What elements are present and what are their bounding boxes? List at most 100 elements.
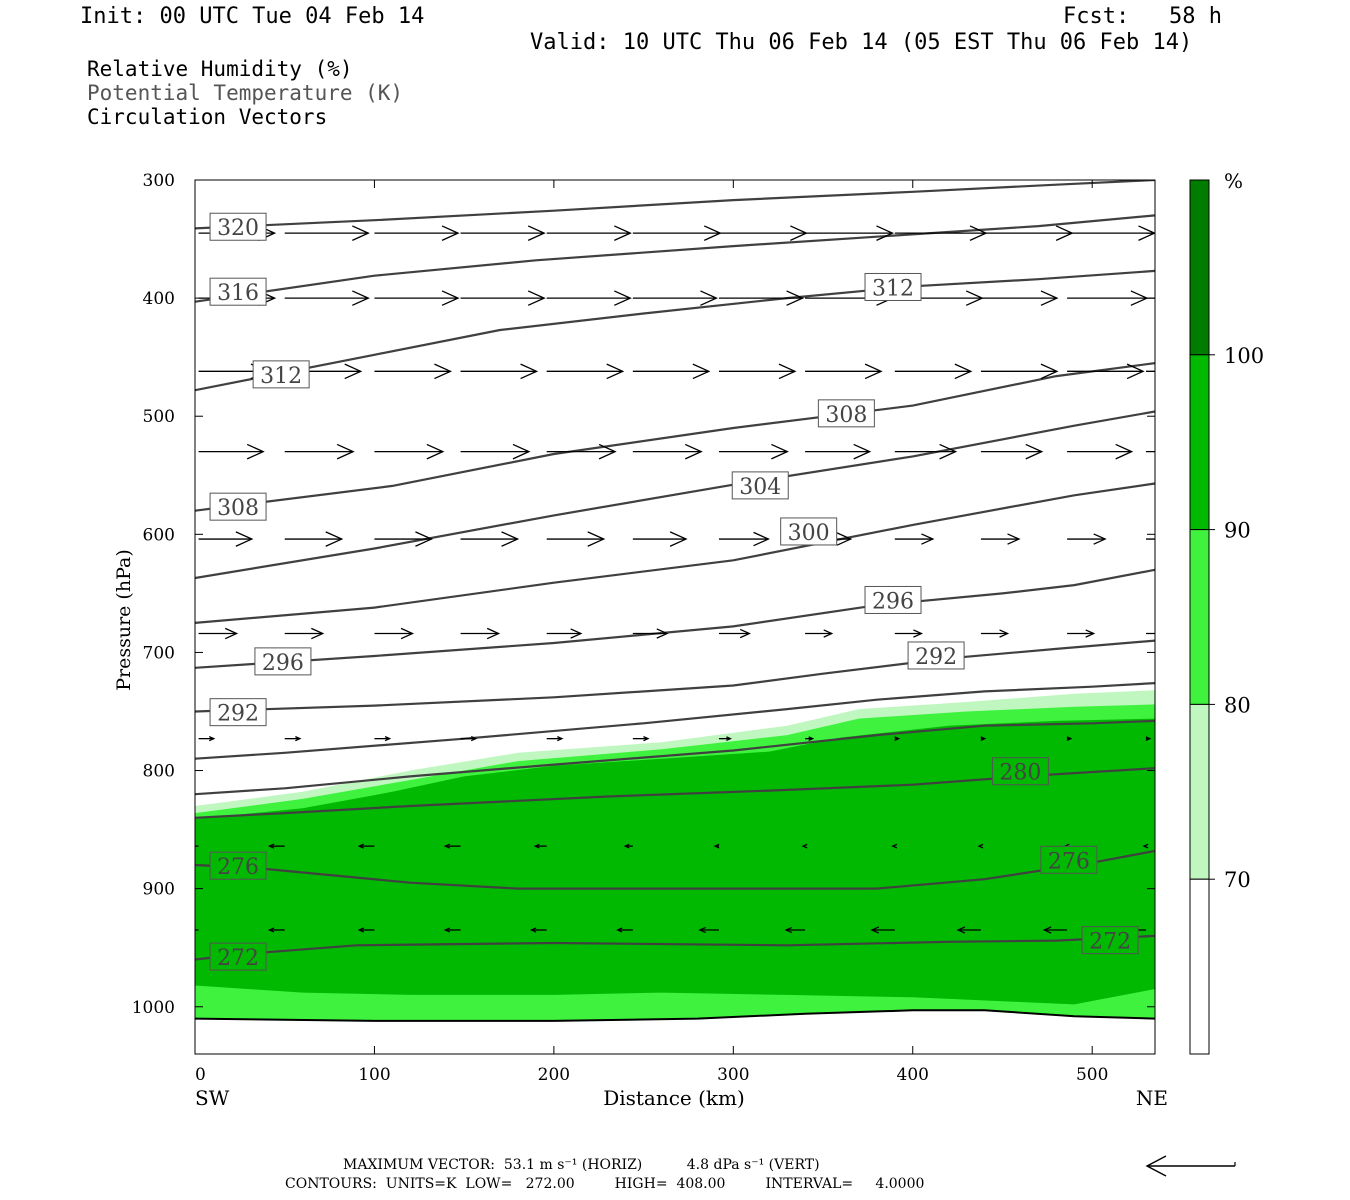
wind-vector-head — [598, 443, 617, 460]
wind-vector — [460, 443, 531, 460]
wind-vector-head — [520, 363, 539, 380]
wind-vector — [198, 627, 239, 640]
reference-vector-head — [1145, 1155, 1167, 1177]
contour-label-text: 280 — [999, 761, 1041, 786]
wind-vector-head — [1040, 290, 1059, 306]
wind-vector-head — [441, 225, 460, 241]
theta-contour-316 — [195, 214, 1155, 303]
wind-vector — [784, 926, 806, 934]
colorbar-segment — [1189, 878, 1210, 1055]
x-tick-label: 100 — [358, 1065, 390, 1085]
wind-vector — [632, 628, 669, 639]
wind-vector — [198, 531, 254, 547]
wind-vector — [1067, 225, 1155, 241]
wind-vector-head — [870, 926, 880, 934]
wind-vector — [546, 531, 606, 547]
wind-vector — [374, 363, 453, 380]
colorbar-segment — [1189, 179, 1210, 356]
contour-label-text: 276 — [1048, 849, 1090, 874]
contour-label: 308 — [817, 399, 875, 428]
footer-contours: CONTOURS: UNITS=K LOW= 272.00 HIGH= 408.… — [285, 1176, 925, 1192]
wind-vector — [1146, 538, 1155, 540]
wind-vector-head — [470, 736, 478, 742]
wind-vector-head — [801, 843, 808, 849]
wind-vector — [718, 225, 808, 241]
wind-vector-head — [616, 927, 623, 933]
wind-vector — [1067, 533, 1107, 545]
contour-label-box — [864, 272, 922, 301]
wind-vector-head — [295, 736, 302, 742]
wind-vector-head — [267, 843, 275, 849]
wind-vector-head — [434, 363, 453, 380]
wind-vector-head — [753, 531, 770, 547]
wind-vector-head — [183, 844, 188, 848]
theta-contour-284 — [195, 719, 1155, 796]
contour-label-box — [254, 647, 312, 676]
contour-label-text: 300 — [788, 521, 830, 546]
wind-vector — [980, 363, 1059, 380]
wind-vector — [529, 927, 547, 933]
wind-vector-head — [570, 628, 583, 639]
wind-vector-head — [913, 629, 923, 638]
wind-vector-head — [527, 290, 546, 306]
x-tick-label: 500 — [1076, 1065, 1108, 1085]
contour-label-box — [780, 517, 838, 546]
y-tick-label: 500 — [143, 407, 175, 427]
contour-label-text: 308 — [217, 496, 259, 521]
theta-contour-312 — [195, 269, 1155, 392]
wind-vector-head — [344, 363, 363, 380]
wind-vector — [374, 736, 392, 742]
contour-label: 292 — [209, 698, 267, 727]
wind-vector — [1067, 363, 1145, 380]
contour-label-box — [991, 757, 1049, 786]
wind-vector — [533, 843, 547, 849]
wind-vector — [546, 225, 632, 241]
wind-vector — [267, 927, 285, 933]
theta-contour-292 — [195, 639, 1155, 713]
y-tick-label: 1000 — [132, 998, 175, 1018]
contour-label-box — [209, 698, 267, 727]
wind-vector-head — [501, 531, 520, 547]
wind-vector — [267, 843, 285, 849]
wind-vector — [1067, 290, 1149, 306]
y-tick-label: 900 — [143, 880, 175, 900]
wind-vector-head — [784, 926, 793, 934]
wind-vector — [718, 531, 770, 547]
wind-vector — [1067, 629, 1096, 638]
wind-vector-head — [533, 843, 540, 849]
wind-vector — [460, 225, 546, 241]
contour-label: 292 — [907, 641, 965, 670]
wind-vector — [374, 443, 445, 460]
wind-vector-head — [921, 533, 935, 545]
contour-label: 296 — [254, 647, 312, 676]
wind-vector-head — [1145, 736, 1152, 742]
wind-vector — [801, 843, 808, 849]
theta-contour-300 — [195, 482, 1155, 624]
wind-vector-head — [267, 927, 275, 933]
contour-label: 280 — [991, 757, 1049, 786]
wind-vector-head — [384, 736, 392, 742]
wind-vector-head — [894, 736, 901, 742]
wind-vector-head — [692, 363, 711, 380]
legend-potential-temperature: Potential Temperature (K) — [87, 81, 404, 105]
wind-vector — [632, 531, 688, 547]
wind-vector-head — [778, 363, 797, 380]
contour-label-text: 312 — [872, 276, 914, 301]
y-axis-label: Pressure (hPa) — [113, 549, 135, 691]
wind-vector-head — [443, 843, 451, 849]
wind-vector — [805, 629, 834, 638]
contour-label-text: 272 — [217, 946, 259, 971]
wind-vector-head — [352, 290, 370, 306]
wind-vector-head — [352, 225, 370, 241]
contour-label-box — [209, 277, 267, 306]
wind-vector-head — [980, 736, 987, 742]
theta-contour-288 — [195, 682, 1155, 760]
contour-label: 296 — [864, 585, 922, 614]
wind-vector — [1146, 297, 1155, 299]
wind-vector-head — [325, 531, 344, 547]
wind-vector — [713, 843, 720, 849]
wind-vector — [632, 363, 711, 380]
wind-vector — [1067, 443, 1134, 460]
wind-vector — [284, 627, 325, 640]
wind-vector-head — [956, 926, 966, 934]
